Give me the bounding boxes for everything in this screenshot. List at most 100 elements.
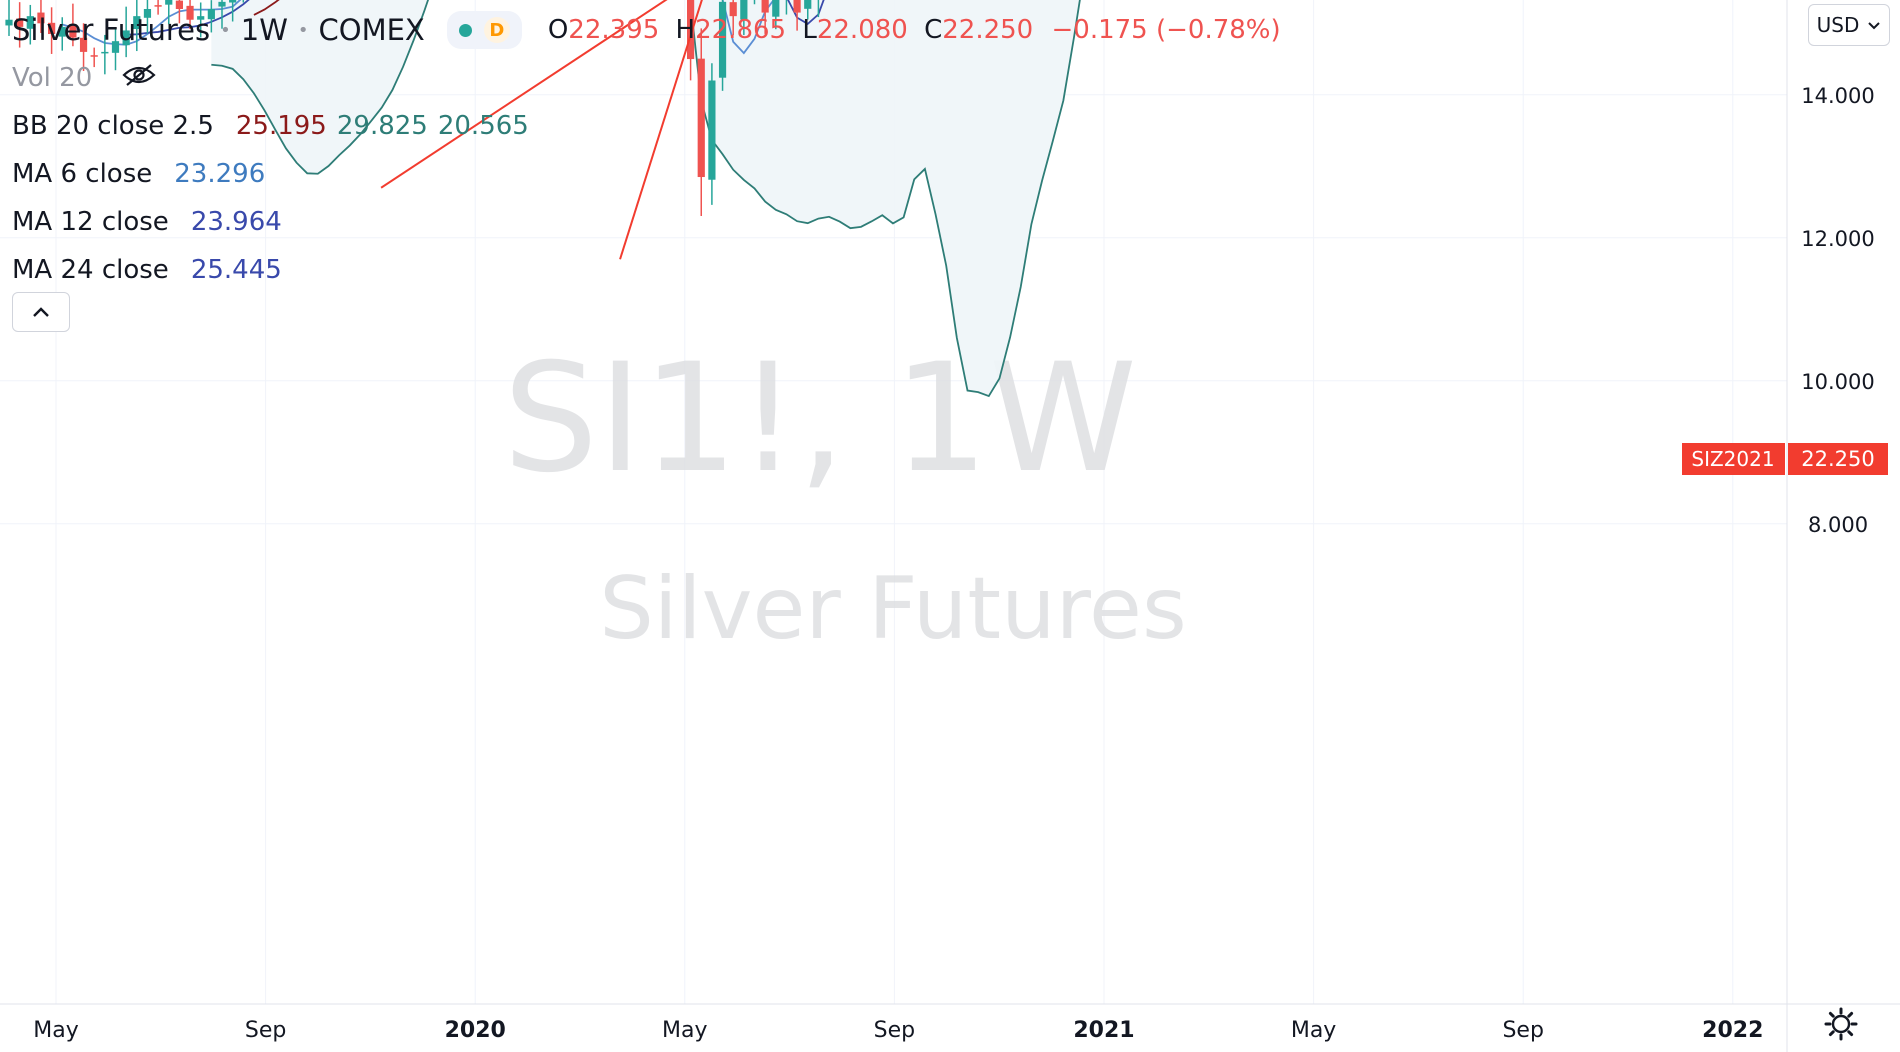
ma24-row[interactable]: MA 24 close 25.445: [12, 246, 1281, 294]
candle: [218, 0, 226, 29]
candle-body: [37, 12, 45, 24]
candle: [740, 0, 748, 36]
candle-body: [69, 24, 77, 38]
candle-body: [687, 0, 695, 60]
ohlc-values: O22.395 H22.865 L22.080 C22.250 −0.175 (…: [547, 15, 1281, 45]
candle: [729, 0, 737, 36]
time-axis-ticks: May Sep 2020 May Sep 2021 May Sep 2022: [33, 1018, 1763, 1043]
contract-tag-bg: [1682, 443, 1785, 475]
candle-body: [165, 0, 173, 5]
interval[interactable]: 1W: [240, 13, 288, 47]
candle-body: [143, 9, 152, 18]
delayed-badge: D: [483, 17, 510, 43]
candle: [804, 0, 812, 20]
candle: [69, 3, 77, 47]
watermark-name: Silver Futures: [599, 559, 1187, 659]
trendlines: [380, 0, 703, 260]
candle: [793, 0, 801, 31]
candle: [772, 0, 780, 30]
candle: [785, 0, 788, 15]
candle: [761, 0, 769, 34]
currency-select[interactable]: USD: [1808, 4, 1890, 46]
candle-body: [793, 0, 801, 13]
candle: [165, 0, 173, 25]
price-axis-ticks: 8.00010.00012.00014.00016.00018.00020.00…: [1801, 84, 1874, 537]
candle-body: [101, 51, 109, 54]
candle: [111, 28, 120, 71]
volume-label: Vol 20: [12, 63, 93, 93]
candle: [26, 4, 34, 45]
candle-body: [761, 0, 769, 13]
price-tag-bg: [1788, 443, 1888, 475]
symbol-row[interactable]: Silver Futures • 1W • COMEX D O22.395 H2…: [12, 6, 1281, 54]
candle-body: [175, 0, 183, 10]
settings-gear-icon[interactable]: [1823, 1006, 1859, 1042]
price-tick-label: 8.000: [1808, 513, 1868, 537]
candle-body: [804, 0, 812, 9]
candle-body: [90, 55, 98, 57]
steep-support-line: [619, 0, 703, 260]
high-value: 22.865: [695, 15, 787, 45]
change-value: −0.175 (−0.78%): [1051, 15, 1281, 45]
chart-legend: Silver Futures • 1W • COMEX D O22.395 H2…: [12, 6, 1281, 294]
candle-body: [58, 26, 66, 37]
time-tick-label: 2021: [1073, 1018, 1134, 1043]
candle-body: [740, 0, 748, 20]
separator-dot: •: [297, 19, 309, 41]
exchange: COMEX: [318, 13, 425, 47]
candle: [143, 0, 152, 34]
ma12-label: MA 12 close: [12, 207, 169, 237]
ma6-row[interactable]: MA 6 close 23.296: [12, 150, 1281, 198]
bollinger-upper: 29.825: [336, 111, 428, 141]
candle-body: [718, 1, 727, 78]
candle: [186, 0, 194, 29]
bollinger-label: BB 20 close 2.5: [12, 111, 214, 141]
candle-body: [197, 16, 205, 20]
price-tick-label: 12.000: [1801, 227, 1874, 251]
price-tick-label: 10.000: [1801, 370, 1874, 394]
bollinger-bands: [211, 0, 1081, 398]
price-tick-label: 14.000: [1801, 84, 1874, 108]
candle-body: [133, 16, 141, 29]
candle: [101, 34, 109, 75]
time-tick-label: May: [33, 1018, 78, 1043]
volume-indicator-row[interactable]: Vol 20: [12, 54, 1281, 102]
candle: [817, 0, 820, 18]
chart-grid: [0, 0, 1787, 1004]
candle: [122, 6, 130, 58]
candle: [175, 0, 183, 24]
candle: [90, 47, 98, 68]
symbol-name[interactable]: Silver Futures: [12, 13, 211, 47]
candle-body: [5, 19, 13, 26]
candle-body: [111, 41, 120, 53]
ma24-label: MA 24 close: [12, 255, 169, 285]
candle-body: [729, 2, 737, 17]
candle-body: [48, 22, 56, 35]
bollinger-fill: [211, 0, 1080, 397]
bollinger-lower: 20.565: [437, 111, 529, 141]
bollinger-basis: 25.195: [235, 111, 327, 141]
candle-body: [26, 16, 34, 29]
time-tick-label: 2022: [1702, 1018, 1763, 1043]
ma6-value: 23.296: [174, 159, 266, 189]
contract-tag-label: SIZ2021: [1691, 447, 1774, 471]
time-tick-label: Sep: [1502, 1018, 1543, 1043]
market-open-dot-icon: [458, 23, 472, 37]
ma12-row[interactable]: MA 12 close 23.964: [12, 198, 1281, 246]
candle: [197, 2, 205, 38]
time-tick-label: 2020: [445, 1018, 506, 1043]
bollinger-row[interactable]: BB 20 close 2.5 25.195 29.825 20.565: [12, 102, 1281, 150]
eye-hidden-icon[interactable]: [122, 63, 156, 93]
candle: [154, 0, 162, 15]
candle: [207, 0, 215, 33]
collapse-legend-button[interactable]: [12, 292, 70, 332]
candle-body: [218, 1, 226, 7]
market-status-pill[interactable]: D: [446, 11, 522, 49]
currency-label: USD: [1816, 13, 1860, 37]
chevron-up-icon: [33, 307, 49, 317]
candle: [718, 0, 727, 91]
price-tag-value: 22.250: [1801, 447, 1874, 471]
candle: [58, 17, 66, 51]
candle: [708, 63, 716, 205]
